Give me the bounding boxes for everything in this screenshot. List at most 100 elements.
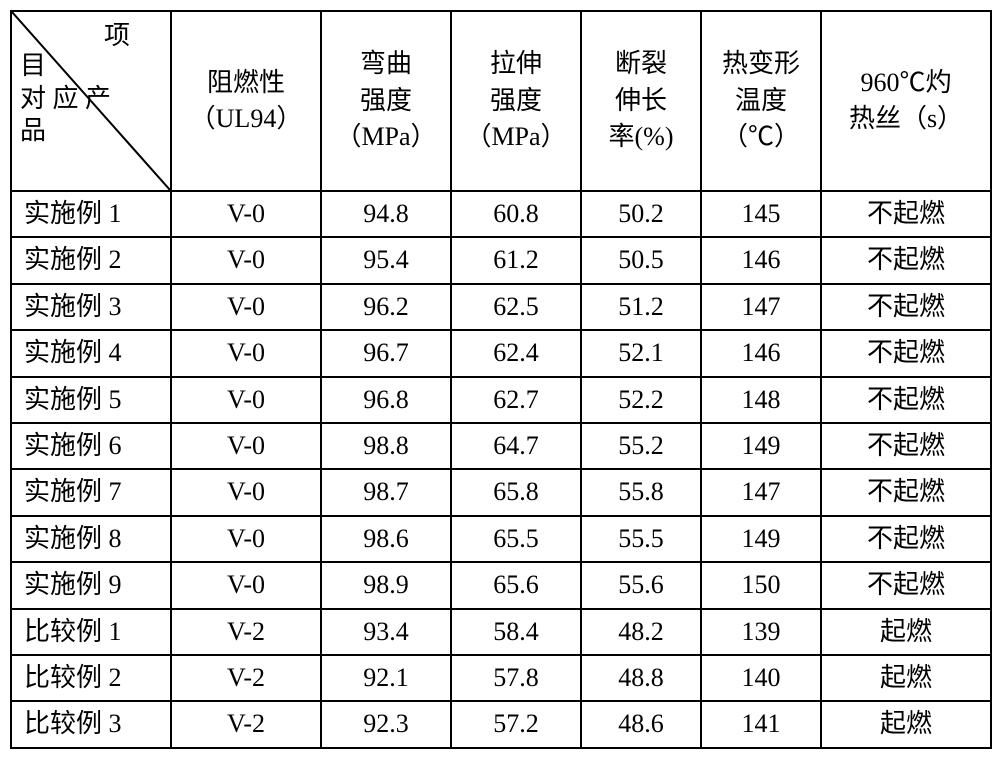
- table-cell: 92.3: [321, 701, 451, 747]
- col-header-4-l1: 伸长: [615, 86, 667, 115]
- table-cell: 不起燃: [821, 237, 991, 283]
- table-cell: 48.8: [581, 655, 701, 701]
- row-label: 实施例 8: [11, 516, 171, 562]
- diag-top-label: 项: [104, 18, 140, 54]
- table-body: 实施例 1V-094.860.850.2145不起燃实施例 2V-095.461…: [11, 191, 991, 748]
- table-cell: 55.6: [581, 562, 701, 608]
- table-cell: V-2: [171, 701, 321, 747]
- table-cell: V-0: [171, 284, 321, 330]
- table-cell: 起燃: [821, 609, 991, 655]
- table-cell: 150: [701, 562, 821, 608]
- table-cell: 65.5: [451, 516, 581, 562]
- table-cell: 65.6: [451, 562, 581, 608]
- table-cell: 不起燃: [821, 423, 991, 469]
- col-header-5-l1: 温度: [735, 86, 787, 115]
- table-cell: V-0: [171, 562, 321, 608]
- col-header-2-l2: （MPa）: [335, 122, 436, 151]
- row-label: 实施例 3: [11, 284, 171, 330]
- table-cell: 65.8: [451, 469, 581, 515]
- col-header-2: 弯曲 强度 （MPa）: [321, 11, 451, 191]
- col-header-6: 960℃灼 热丝（s）: [821, 11, 991, 191]
- table-row: 实施例 6V-098.864.755.2149不起燃: [11, 423, 991, 469]
- table-cell: 55.2: [581, 423, 701, 469]
- table-cell: 140: [701, 655, 821, 701]
- col-header-3-l0: 拉伸: [490, 49, 542, 78]
- row-label: 实施例 5: [11, 377, 171, 423]
- table-cell: 147: [701, 284, 821, 330]
- row-label: 实施例 6: [11, 423, 171, 469]
- col-header-5: 热变形 温度 （℃）: [701, 11, 821, 191]
- col-header-2-l1: 强度: [360, 86, 412, 115]
- table-cell: 不起燃: [821, 516, 991, 562]
- table-cell: 92.1: [321, 655, 451, 701]
- row-label: 比较例 2: [11, 655, 171, 701]
- table-cell: 51.2: [581, 284, 701, 330]
- col-header-2-l0: 弯曲: [360, 49, 412, 78]
- table-cell: 98.8: [321, 423, 451, 469]
- col-header-5-l2: （℃）: [722, 122, 800, 151]
- table-cell: V-0: [171, 377, 321, 423]
- diag-bottom-label: 目 对 应 产 品: [20, 50, 120, 148]
- col-header-3-l1: 强度: [490, 86, 542, 115]
- table-cell: 不起燃: [821, 191, 991, 237]
- table-cell: 96.8: [321, 377, 451, 423]
- row-label: 比较例 1: [11, 609, 171, 655]
- table-cell: 149: [701, 423, 821, 469]
- table-cell: 57.8: [451, 655, 581, 701]
- table-row: 实施例 3V-096.262.551.2147不起燃: [11, 284, 991, 330]
- diag-bottom-line2: 对 应 产: [20, 84, 111, 113]
- col-header-1-l0: 阻燃性: [207, 68, 285, 97]
- table-row: 比较例 3V-292.357.248.6141起燃: [11, 701, 991, 747]
- table-cell: 52.2: [581, 377, 701, 423]
- row-label: 实施例 7: [11, 469, 171, 515]
- table-cell: 95.4: [321, 237, 451, 283]
- table-cell: 149: [701, 516, 821, 562]
- row-label: 实施例 2: [11, 237, 171, 283]
- table-cell: 98.9: [321, 562, 451, 608]
- table-cell: V-2: [171, 655, 321, 701]
- table-cell: 146: [701, 237, 821, 283]
- table-cell: 96.7: [321, 330, 451, 376]
- table-cell: V-0: [171, 423, 321, 469]
- table-row: 实施例 8V-098.665.555.5149不起燃: [11, 516, 991, 562]
- table-cell: 不起燃: [821, 562, 991, 608]
- table-row: 实施例 7V-098.765.855.8147不起燃: [11, 469, 991, 515]
- col-header-4: 断裂 伸长 率(%): [581, 11, 701, 191]
- table-cell: 147: [701, 469, 821, 515]
- col-header-3-l2: （MPa）: [465, 122, 566, 151]
- table-cell: 60.8: [451, 191, 581, 237]
- table-cell: 50.5: [581, 237, 701, 283]
- table-row: 实施例 5V-096.862.752.2148不起燃: [11, 377, 991, 423]
- table-cell: 50.2: [581, 191, 701, 237]
- table-cell: 55.8: [581, 469, 701, 515]
- table-cell: 52.1: [581, 330, 701, 376]
- table-row: 比较例 2V-292.157.848.8140起燃: [11, 655, 991, 701]
- col-header-6-l1: 热丝（s）: [849, 104, 963, 133]
- table-cell: V-0: [171, 469, 321, 515]
- table-cell: 不起燃: [821, 330, 991, 376]
- col-header-5-l0: 热变形: [722, 49, 800, 78]
- table-cell: 62.4: [451, 330, 581, 376]
- header-row: 项 目 对 应 产 品 阻燃性 （UL94） 弯曲 强度 （MPa） 拉伸 强度…: [11, 11, 991, 191]
- table-cell: 64.7: [451, 423, 581, 469]
- row-label: 实施例 9: [11, 562, 171, 608]
- table-cell: 141: [701, 701, 821, 747]
- table-row: 比较例 1V-293.458.448.2139起燃: [11, 609, 991, 655]
- col-header-4-l0: 断裂: [615, 49, 667, 78]
- table-row: 实施例 4V-096.762.452.1146不起燃: [11, 330, 991, 376]
- diagonal-header-cell: 项 目 对 应 产 品: [11, 11, 171, 191]
- diag-bottom-line3: 品: [20, 116, 46, 145]
- table-cell: V-0: [171, 330, 321, 376]
- table-cell: 61.2: [451, 237, 581, 283]
- col-header-1-l1: （UL94）: [190, 104, 303, 133]
- table-row: 实施例 1V-094.860.850.2145不起燃: [11, 191, 991, 237]
- table-cell: 96.2: [321, 284, 451, 330]
- table-cell: 55.5: [581, 516, 701, 562]
- table-cell: 48.6: [581, 701, 701, 747]
- table-cell: 62.7: [451, 377, 581, 423]
- data-table: 项 目 对 应 产 品 阻燃性 （UL94） 弯曲 强度 （MPa） 拉伸 强度…: [10, 10, 992, 749]
- table-cell: 145: [701, 191, 821, 237]
- table-cell: 57.2: [451, 701, 581, 747]
- table-cell: 58.4: [451, 609, 581, 655]
- table-cell: V-0: [171, 237, 321, 283]
